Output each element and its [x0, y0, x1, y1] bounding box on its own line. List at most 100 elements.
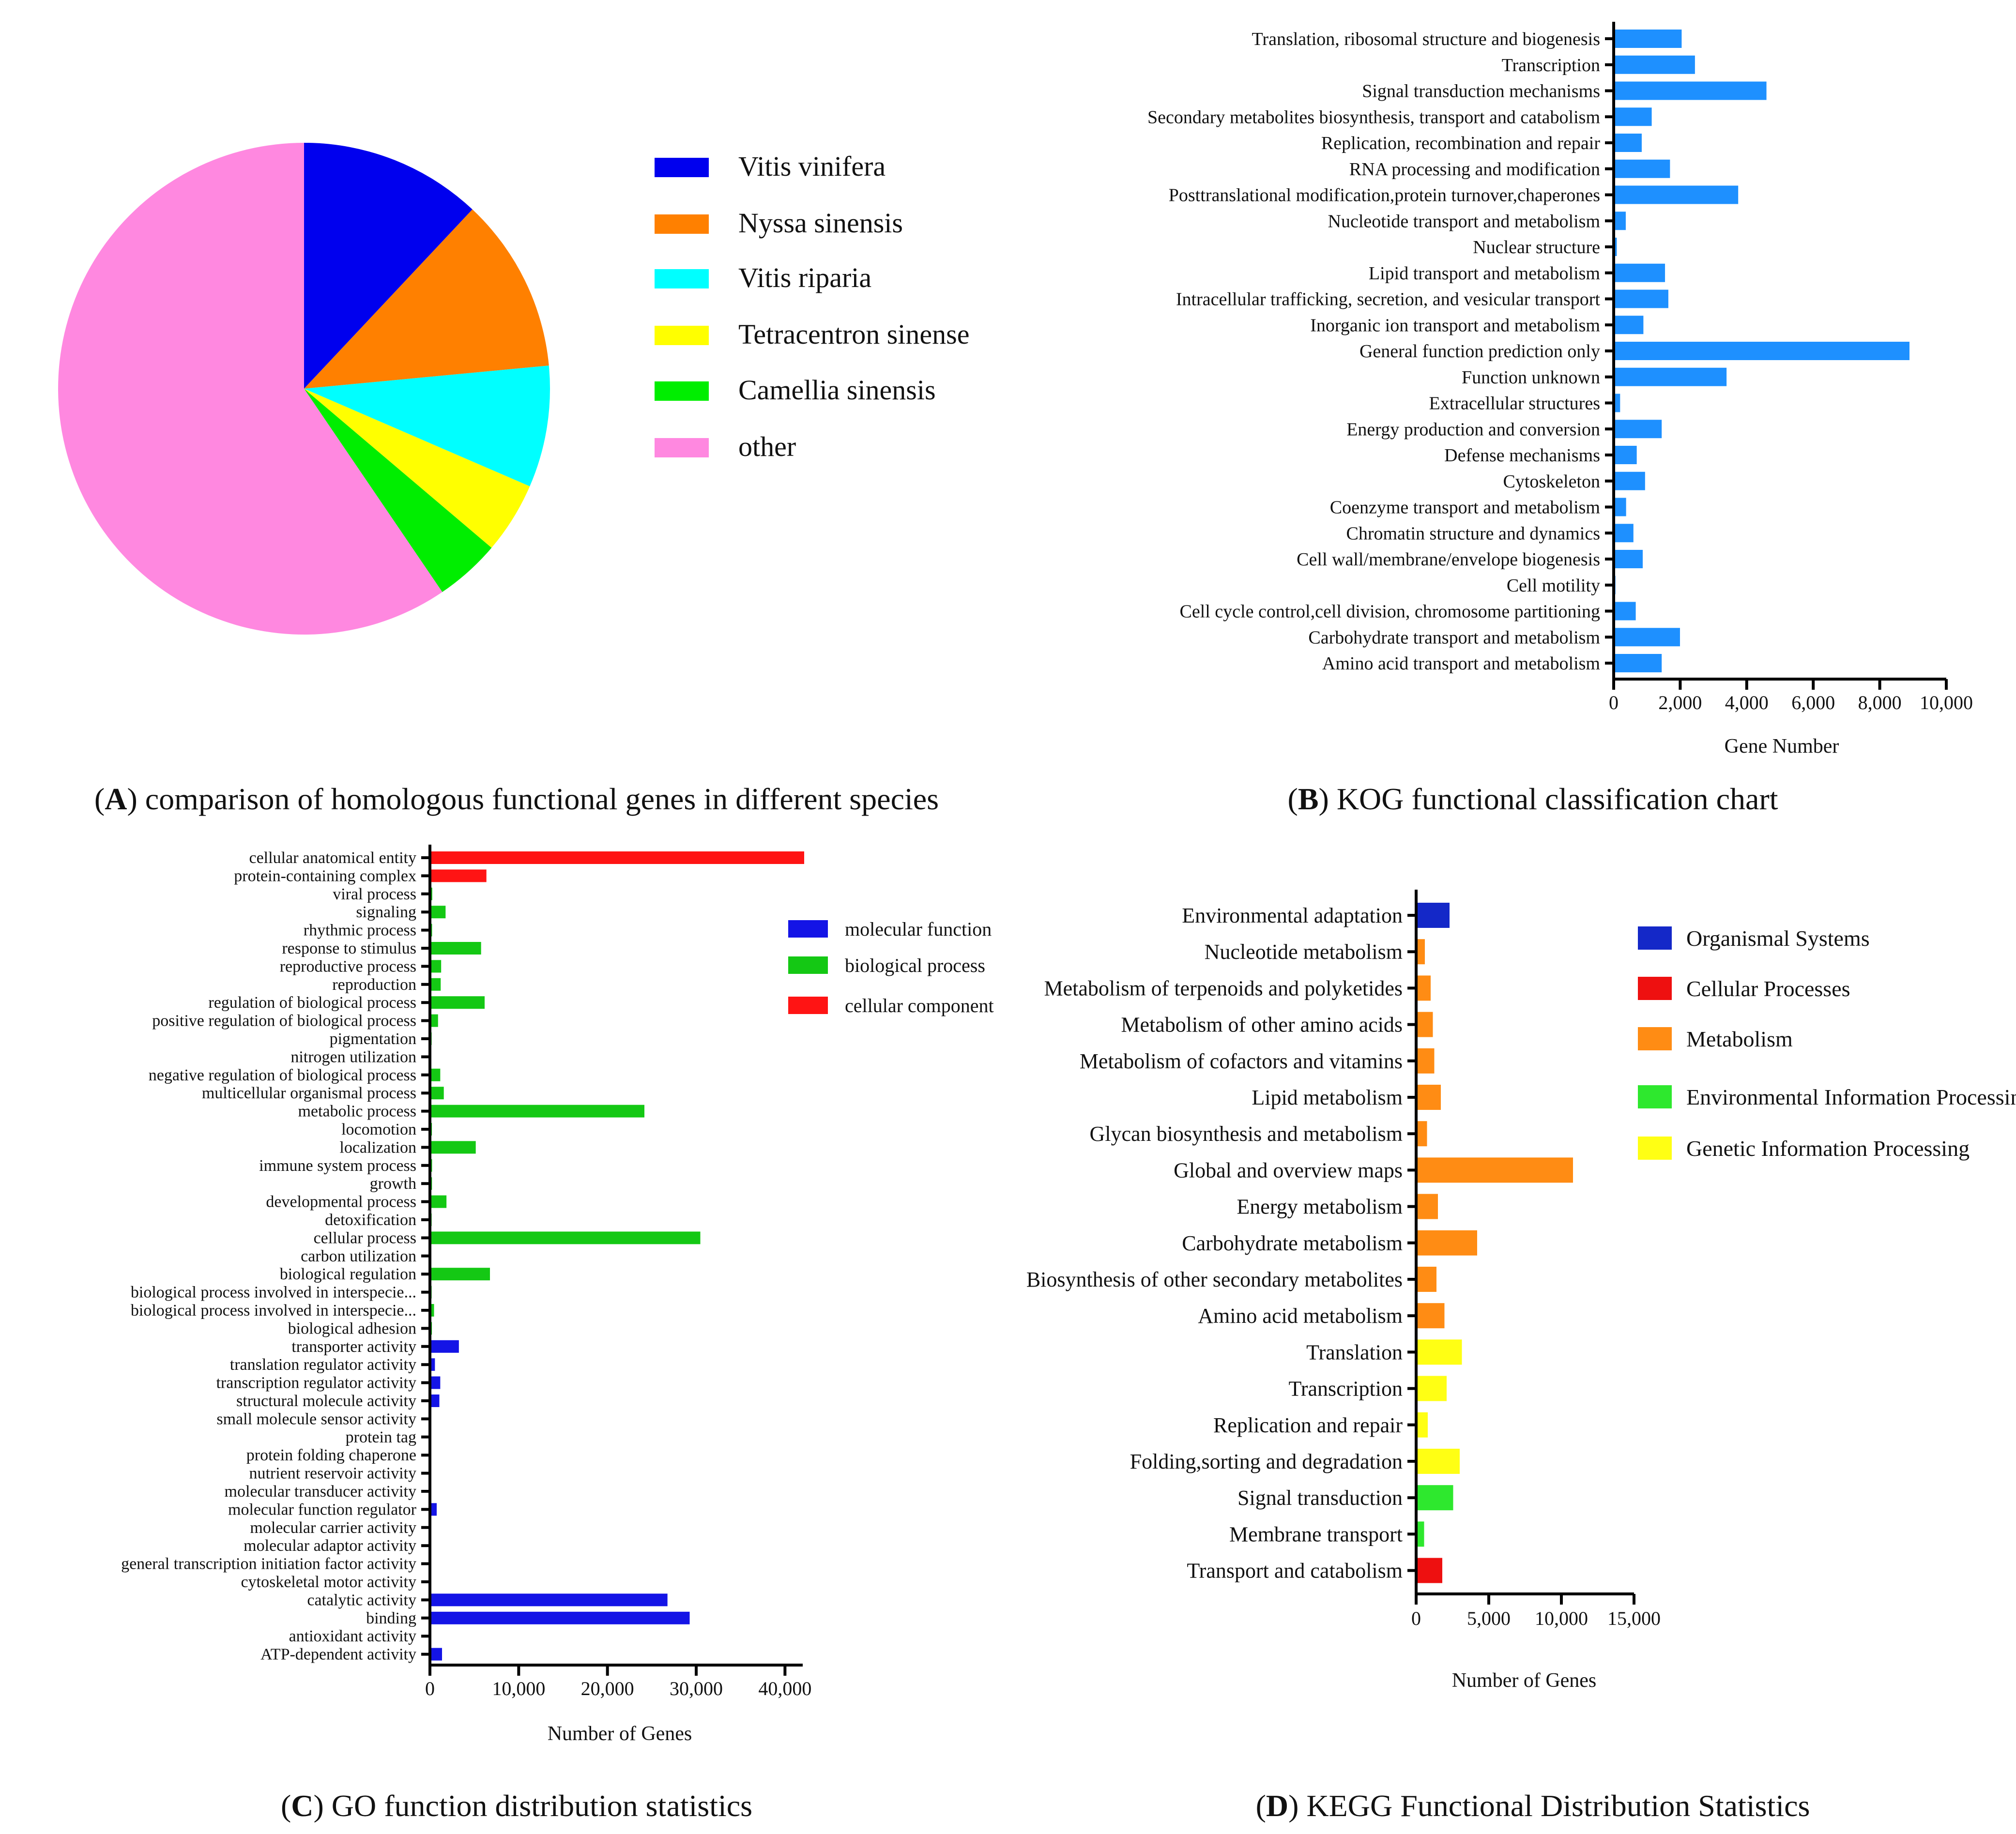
kog-category-label: Defense mechanisms	[1444, 445, 1600, 466]
go-bar-pigmentation	[431, 1032, 432, 1045]
kog-category-label: Carbohydrate transport and metabolism	[1308, 627, 1600, 648]
go-bar-detoxification	[431, 1213, 432, 1226]
kegg-legend-label-organismal-systems: Organismal Systems	[1686, 926, 1870, 951]
go-category-label: developmental process	[266, 1193, 416, 1211]
kegg-x-tick-label: 15,000	[1607, 1607, 1661, 1629]
kog-bar-lipid-transport-and-metabolism	[1615, 263, 1665, 282]
go-category-label: binding	[366, 1609, 416, 1627]
kegg-legend-label-genetic-information-processing: Genetic Information Processing	[1686, 1136, 1970, 1161]
kegg-category-label: Carbohydrate metabolism	[1182, 1231, 1403, 1255]
go-x-tick-label: 20,000	[581, 1678, 634, 1699]
kog-bar-extracellular-structures	[1615, 394, 1620, 412]
kog-bar-cell-motility	[1615, 576, 1616, 594]
pie-slice-camellia-sinensis	[304, 389, 492, 592]
go-bar-binding	[431, 1611, 690, 1624]
go-category-label: molecular adaptor activity	[244, 1537, 416, 1555]
go-x-tick-label: 40,000	[758, 1678, 811, 1699]
kegg-category-label: Metabolism of cofactors and vitamins	[1080, 1049, 1403, 1073]
kog-bar-coenzyme-transport-and-metabolism	[1615, 498, 1626, 516]
go-category-label: molecular carrier activity	[250, 1519, 416, 1537]
kog-x-tick-label: 2,000	[1658, 692, 1702, 713]
go-bar-cellular-process	[431, 1231, 701, 1244]
kegg-bar-metabolism-of-other-amino-acids	[1418, 1012, 1433, 1037]
caption-c: (C) GO function distribution statistics	[281, 1789, 752, 1823]
kegg-legend-swatch-genetic-information-processing	[1638, 1137, 1672, 1160]
kegg-category-label: Transport and catabolism	[1187, 1559, 1403, 1583]
caption-b: (B) KOG functional classification chart	[1288, 782, 1778, 816]
kog-category-label: Cell motility	[1507, 576, 1600, 596]
kog-bar-secondary-metabolites-biosynthesis-transport-and-catabolism	[1615, 107, 1652, 126]
go-legend-label-cellular-component: cellular component	[845, 995, 994, 1016]
go-category-label: protein-containing complex	[234, 867, 416, 885]
go-category-label: rhythmic process	[304, 922, 416, 940]
go-category-label: transporter activity	[291, 1338, 416, 1356]
pie-slice-other	[58, 143, 443, 635]
kog-category-label: Posttranslational modification,protein t…	[1169, 185, 1600, 206]
go-bar-growth	[431, 1177, 432, 1190]
go-bar-biological-adhesion	[431, 1322, 432, 1335]
kegg-legend-label-environmental-information-processing: Environmental Information Processing	[1686, 1085, 2016, 1109]
kegg-legend-label-metabolism: Metabolism	[1686, 1027, 1793, 1051]
kog-bar-intracellular-trafficking-secretion-and-vesicular-transport	[1615, 289, 1668, 308]
go-category-label: cellular anatomical entity	[249, 849, 416, 867]
go-category-label: small molecule sensor activity	[216, 1410, 416, 1428]
kog-x-tick-label: 10,000	[1920, 692, 1973, 713]
kog-category-label: Cytoskeleton	[1503, 471, 1600, 492]
kegg-category-label: Transcription	[1289, 1377, 1403, 1401]
kegg-bars: 0 5,000 10,000 15,000 Environmental adaptati…	[1026, 890, 1661, 1629]
kog-x-tick-label: 6,000	[1791, 692, 1835, 713]
kegg-category-label: Environmental adaptation	[1182, 904, 1403, 927]
kegg-bar-amino-acid-metabolism	[1418, 1303, 1445, 1329]
pie-slice-tetracentron-sinense	[304, 389, 530, 548]
kegg-legend: Organismal Systems Cellular Processes Meta…	[1638, 926, 2016, 1161]
go-category-label: nitrogen utilization	[290, 1048, 416, 1066]
go-bar-biological-process-involved-in-interspecie	[431, 1286, 432, 1299]
go-category-label: regulation of biological process	[208, 994, 416, 1012]
go-bar-biological-regulation	[431, 1268, 490, 1281]
legend-swatch-camellia-sinensis	[655, 381, 709, 401]
kog-bar-signal-transduction-mechanisms	[1615, 81, 1767, 100]
kegg-category-label: Lipid metabolism	[1252, 1086, 1403, 1109]
go-category-label: localization	[339, 1138, 416, 1156]
pie-slice-vitis-vinifera	[304, 143, 473, 389]
go-bar-structural-molecule-activity	[431, 1394, 440, 1407]
go-bar-protein-containing-complex	[431, 869, 487, 882]
kegg-bar-transport-and-catabolism	[1418, 1558, 1442, 1583]
kog-bar-rna-processing-and-modification	[1615, 159, 1670, 178]
kog-category-label: Cell wall/membrane/envelope biogenesis	[1297, 549, 1600, 570]
go-x-tick-label: 30,000	[670, 1678, 723, 1699]
kegg-category-label: Membrane transport	[1229, 1522, 1403, 1546]
go-category-label: pigmentation	[330, 1030, 416, 1048]
legend-label-vitis-riparia: Vitis riparia	[738, 262, 871, 293]
go-category-label: reproductive process	[280, 957, 416, 975]
go-category-label: transcription regulator activity	[216, 1374, 416, 1392]
go-bar-localization	[431, 1141, 476, 1154]
panel-d-kegg-chart: 0 5,000 10,000 15,000 Environmental adaptati…	[1026, 890, 2016, 1823]
kegg-category-label: Biosynthesis of other secondary metaboli…	[1026, 1268, 1403, 1291]
kog-category-label: Amino acid transport and metabolism	[1322, 653, 1600, 674]
legend-label-tetracentron-sinense: Tetracentron sinense	[738, 318, 969, 350]
pie-slice-nyssa-sinensis	[304, 209, 549, 389]
kog-category-label: Function unknown	[1462, 367, 1600, 388]
panel-c-go-chart: 0 10,000 20,000 30,000 40,000 cellular anatom…	[121, 845, 994, 1823]
go-category-label: locomotion	[341, 1121, 416, 1138]
kegg-category-label: Amino acid metabolism	[1198, 1304, 1403, 1328]
go-bar-reproductive-process	[431, 960, 442, 973]
kegg-bar-membrane-transport	[1418, 1521, 1424, 1547]
kog-bar-nucleotide-transport-and-metabolism	[1615, 212, 1626, 230]
go-category-label: reproduction	[332, 976, 416, 994]
legend-label-vitis-vinifera: Vitis vinifera	[738, 151, 886, 182]
kegg-category-label: Nucleotide metabolism	[1205, 940, 1403, 964]
kegg-bar-metabolism-of-cofactors-and-vitamins	[1418, 1048, 1435, 1074]
kog-category-label: Nucleotide transport and metabolism	[1328, 211, 1600, 231]
kegg-category-label: Metabolism of terpenoids and polyketides	[1044, 976, 1403, 1000]
go-category-label: detoxification	[325, 1211, 416, 1229]
kog-x-tick-label: 8,000	[1858, 692, 1902, 713]
go-bar-rhythmic-process	[431, 924, 432, 937]
kog-bar-inorganic-ion-transport-and-metabolism	[1615, 316, 1644, 334]
kog-bar-replication-recombination-and-repair	[1615, 134, 1642, 152]
go-legend-swatch-cellular-component	[788, 997, 828, 1014]
legend-label-camellia-sinensis: Camellia sinensis	[738, 374, 936, 406]
kegg-bar-replication-and-repair	[1418, 1412, 1428, 1438]
